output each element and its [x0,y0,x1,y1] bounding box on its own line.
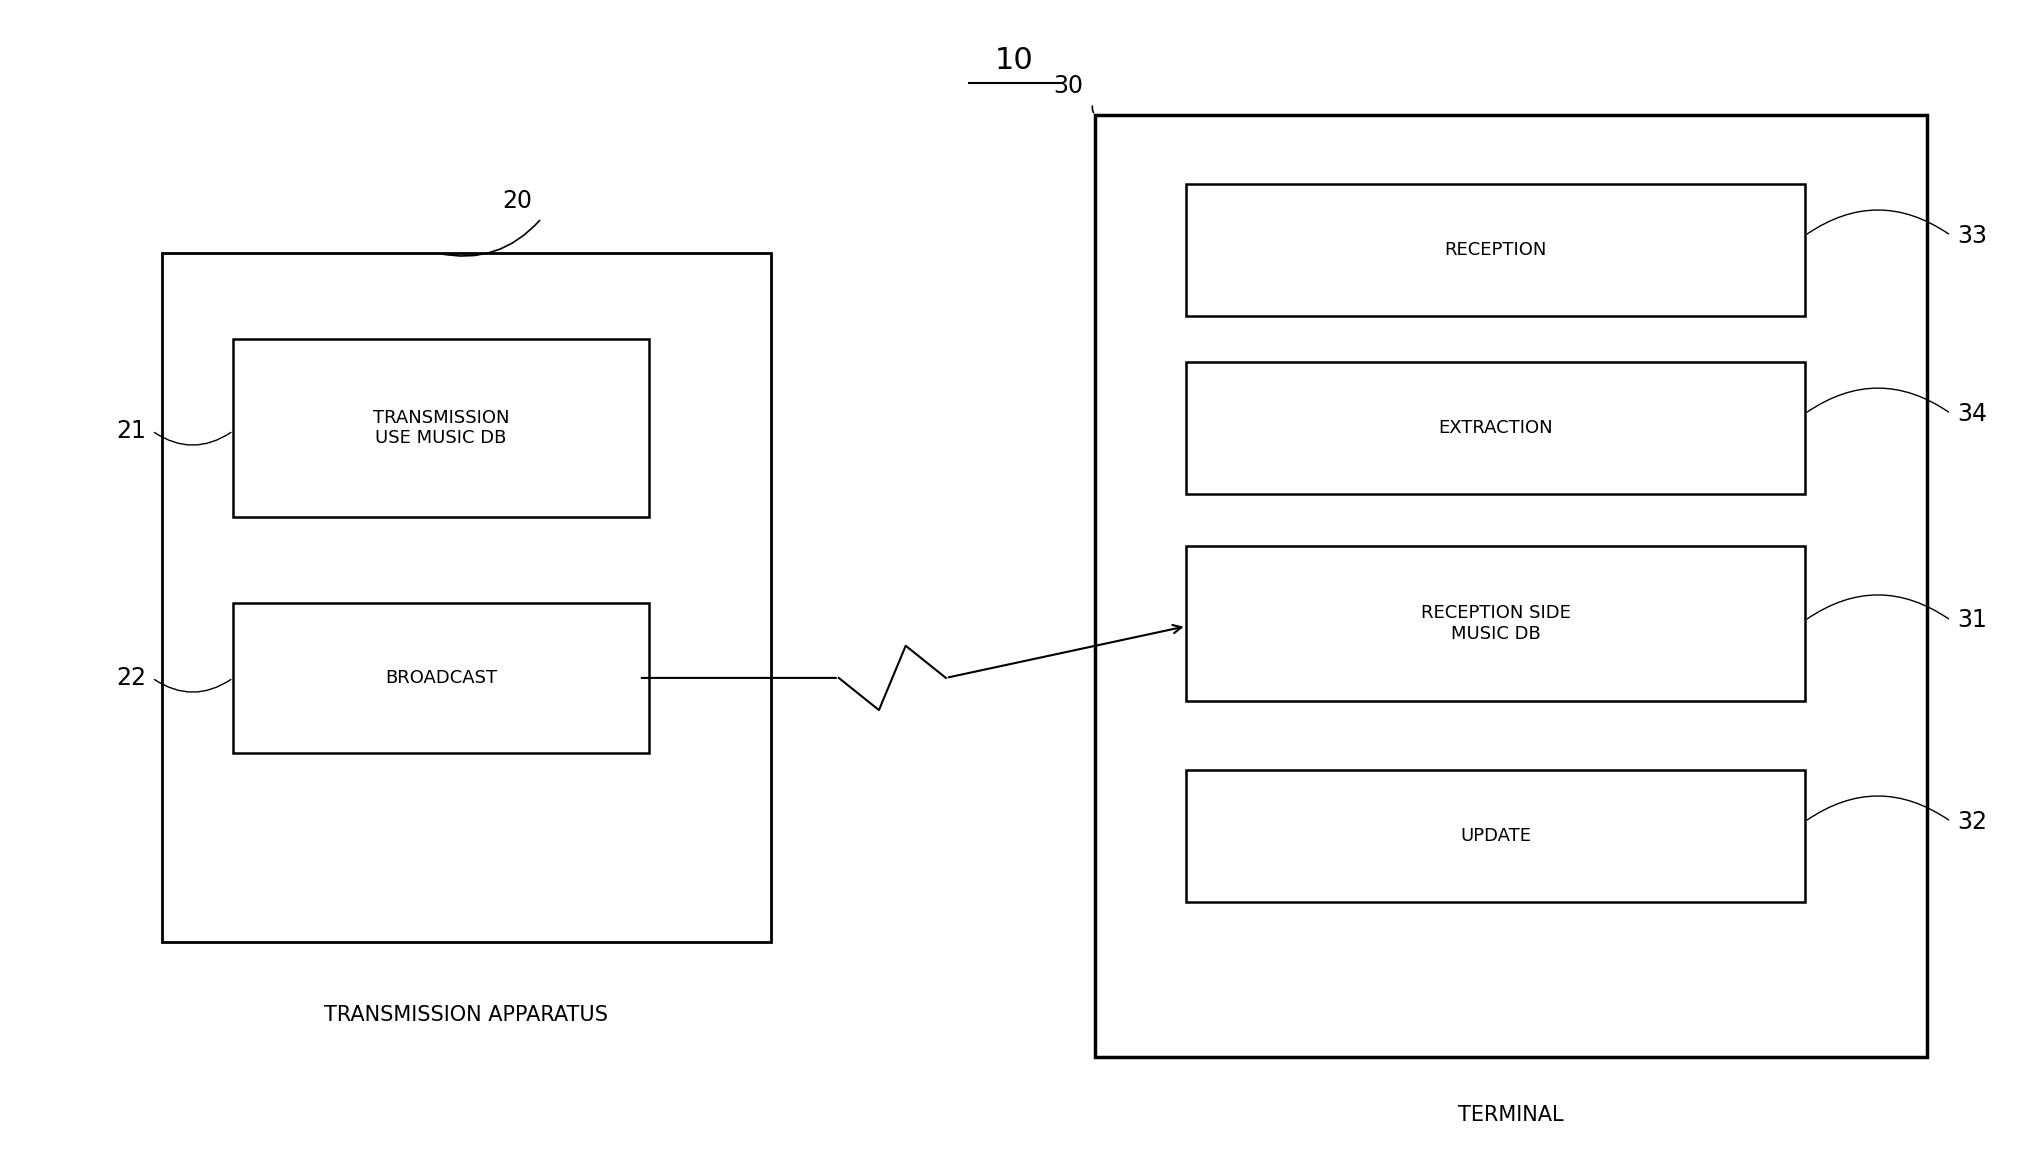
Bar [233,339,649,517]
Text: 10: 10 [994,46,1034,75]
Text: UPDATE: UPDATE [1460,827,1531,845]
Text: TERMINAL: TERMINAL [1458,1105,1564,1125]
Text: 34: 34 [1957,402,1987,425]
Bar [1095,115,1927,1057]
Text: RECEPTION: RECEPTION [1444,241,1547,259]
Bar [1186,184,1805,316]
Text: BROADCAST: BROADCAST [385,669,497,687]
Text: 33: 33 [1957,224,1987,247]
Bar [1186,770,1805,902]
Text: TRANSMISSION APPARATUS: TRANSMISSION APPARATUS [324,1005,608,1025]
Text: 30: 30 [1053,74,1083,98]
Bar [1186,362,1805,494]
Text: RECEPTION SIDE
MUSIC DB: RECEPTION SIDE MUSIC DB [1422,604,1570,642]
Bar [233,603,649,753]
Bar [1186,546,1805,701]
Text: 32: 32 [1957,810,1987,833]
Bar [162,253,771,942]
Text: 20: 20 [503,188,531,213]
Text: 31: 31 [1957,609,1987,632]
Text: 21: 21 [116,419,146,442]
Text: TRANSMISSION
USE MUSIC DB: TRANSMISSION USE MUSIC DB [373,409,509,447]
Text: EXTRACTION: EXTRACTION [1438,419,1553,437]
Text: 22: 22 [116,666,146,689]
